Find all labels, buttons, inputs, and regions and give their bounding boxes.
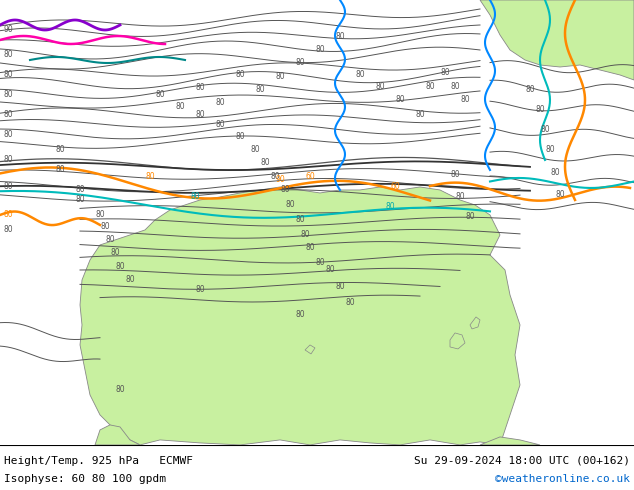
Text: 80: 80 <box>385 202 395 212</box>
Text: 80: 80 <box>280 186 290 195</box>
Text: 80: 80 <box>335 32 345 42</box>
Text: 80: 80 <box>55 166 65 174</box>
Text: 80: 80 <box>450 171 460 179</box>
Text: 80: 80 <box>260 158 270 168</box>
Polygon shape <box>480 0 634 80</box>
Text: 80: 80 <box>115 263 125 271</box>
Text: 80: 80 <box>455 193 465 201</box>
Text: 60: 60 <box>305 172 315 181</box>
Text: 80: 80 <box>250 146 260 154</box>
Polygon shape <box>305 345 315 354</box>
Text: 80: 80 <box>75 196 85 204</box>
Text: 80: 80 <box>545 146 555 154</box>
Text: 80: 80 <box>75 186 85 195</box>
Text: 80: 80 <box>325 266 335 274</box>
Text: 80: 80 <box>235 71 245 79</box>
Text: 80: 80 <box>525 85 535 95</box>
Text: 80: 80 <box>540 125 550 134</box>
Text: Su 29-09-2024 18:00 UTC (00+162): Su 29-09-2024 18:00 UTC (00+162) <box>414 456 630 466</box>
Text: 80: 80 <box>195 110 205 120</box>
Text: 80: 80 <box>465 213 475 221</box>
Text: 80: 80 <box>195 83 205 93</box>
Text: 90: 90 <box>275 175 285 184</box>
Text: 90: 90 <box>3 25 13 34</box>
Text: 80: 80 <box>145 172 155 181</box>
Text: 80: 80 <box>155 91 165 99</box>
Text: 80: 80 <box>110 248 120 257</box>
Text: 80: 80 <box>425 82 435 92</box>
Text: 80: 80 <box>295 58 305 68</box>
Text: 80: 80 <box>3 225 13 234</box>
Text: 80: 80 <box>315 258 325 268</box>
Text: 80: 80 <box>256 85 265 95</box>
Text: 80: 80 <box>355 71 365 79</box>
Text: 80: 80 <box>460 96 470 104</box>
Text: 80: 80 <box>450 82 460 92</box>
Polygon shape <box>480 437 540 445</box>
Text: 80: 80 <box>300 230 310 240</box>
Text: 60: 60 <box>390 182 400 192</box>
Text: 80: 80 <box>550 169 560 177</box>
Text: Height/Temp. 925 hPa   ECMWF: Height/Temp. 925 hPa ECMWF <box>4 456 193 466</box>
Polygon shape <box>95 425 140 445</box>
Text: 80: 80 <box>55 146 65 154</box>
Text: 80: 80 <box>115 386 125 394</box>
Text: 80: 80 <box>95 211 105 220</box>
Text: 80: 80 <box>125 275 135 285</box>
Text: 80: 80 <box>315 46 325 54</box>
Text: 80: 80 <box>345 298 355 307</box>
Text: 80: 80 <box>3 130 13 140</box>
Text: 80: 80 <box>190 193 200 201</box>
Text: 80: 80 <box>175 102 185 112</box>
Text: 80: 80 <box>285 200 295 209</box>
Text: 80: 80 <box>295 311 305 319</box>
Text: 80: 80 <box>375 82 385 92</box>
Text: 80: 80 <box>440 69 450 77</box>
Text: 80: 80 <box>215 121 225 129</box>
Text: 80: 80 <box>555 191 565 199</box>
Polygon shape <box>470 317 480 329</box>
Text: 80: 80 <box>3 182 13 192</box>
Text: 80: 80 <box>105 236 115 245</box>
Text: 80: 80 <box>275 73 285 81</box>
Text: 80: 80 <box>3 71 13 79</box>
Text: 80: 80 <box>3 50 13 59</box>
Text: 80: 80 <box>235 132 245 142</box>
Text: 80: 80 <box>3 155 13 165</box>
Text: ©weatheronline.co.uk: ©weatheronline.co.uk <box>495 474 630 484</box>
Text: 80: 80 <box>305 244 315 252</box>
Text: 80: 80 <box>195 286 205 294</box>
Text: 80: 80 <box>415 110 425 120</box>
Text: 80: 80 <box>270 172 280 181</box>
Text: 80: 80 <box>395 96 405 104</box>
Text: 80: 80 <box>215 98 225 107</box>
Text: 80: 80 <box>3 91 13 99</box>
Text: 80: 80 <box>335 282 345 292</box>
Text: Isophyse: 60 80 100 gpdm: Isophyse: 60 80 100 gpdm <box>4 474 166 484</box>
Polygon shape <box>450 333 465 349</box>
Text: 80: 80 <box>3 211 13 220</box>
Text: 80: 80 <box>100 222 110 231</box>
Text: 80: 80 <box>535 105 545 115</box>
Text: 80: 80 <box>3 110 13 120</box>
Text: 80: 80 <box>295 216 305 224</box>
Polygon shape <box>80 187 520 445</box>
